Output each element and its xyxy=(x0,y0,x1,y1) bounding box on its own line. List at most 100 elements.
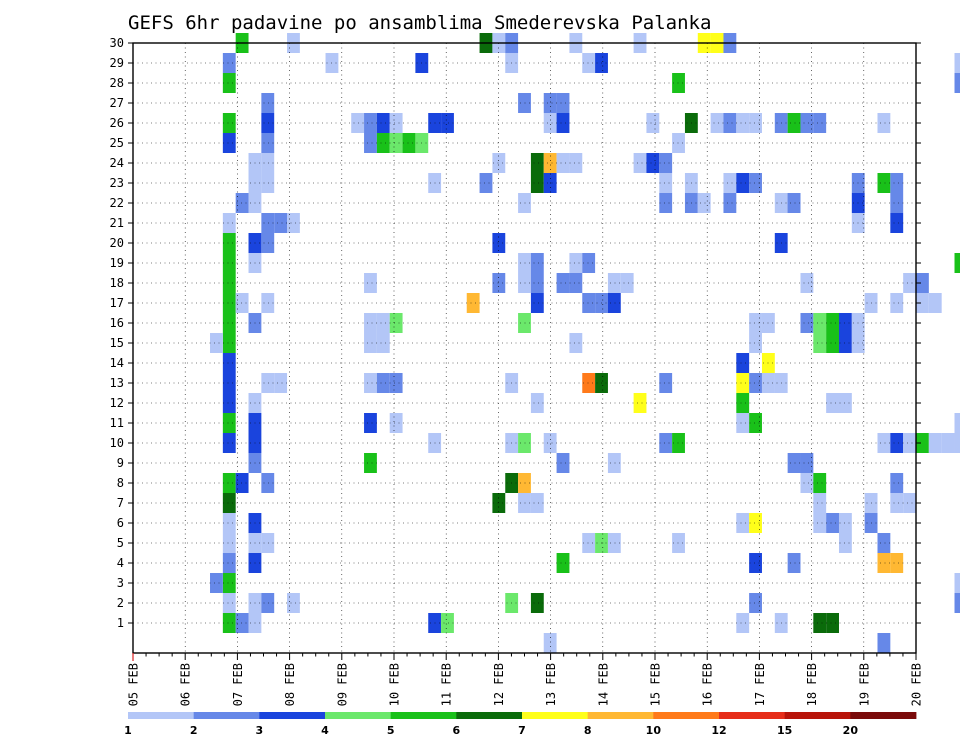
heatmap-cell xyxy=(826,333,839,353)
heatmap-cell xyxy=(222,133,236,153)
heatmap-cell xyxy=(222,293,236,313)
colorbar-swatch xyxy=(456,712,523,719)
colorbar-label: 15 xyxy=(777,724,792,737)
heatmap-cell xyxy=(607,453,621,473)
heatmap-cell xyxy=(826,613,839,633)
heatmap-cell xyxy=(364,333,377,353)
chart-title: GEFS 6hr padavine po ansamblima Smederev… xyxy=(128,12,711,34)
heatmap-cell xyxy=(287,593,300,613)
x-tick-label: 14 FEB xyxy=(596,663,610,706)
heatmap-cell xyxy=(749,593,762,613)
heatmap-cell xyxy=(877,113,891,133)
colorbar-swatch xyxy=(325,712,392,719)
heatmap-cell xyxy=(274,373,288,393)
heatmap-cell xyxy=(813,493,827,513)
heatmap-cell xyxy=(222,593,236,613)
colorbar-label: 12 xyxy=(711,724,726,737)
heatmap-cell xyxy=(364,133,377,153)
heatmap-cell xyxy=(556,453,570,473)
y-tick-label: 20 xyxy=(110,236,124,250)
heatmap-cell xyxy=(749,413,762,433)
heatmap-cell xyxy=(210,573,223,593)
heatmap-cell xyxy=(877,633,891,653)
heatmap-cell xyxy=(376,333,390,353)
heatmap-cell xyxy=(261,153,275,173)
colorbar-label: 20 xyxy=(843,724,859,737)
heatmap-cell xyxy=(222,73,236,93)
heatmap-cell xyxy=(222,493,236,513)
y-tick-label: 8 xyxy=(117,476,124,490)
heatmap-cell xyxy=(954,573,960,593)
y-tick-label: 27 xyxy=(110,96,124,110)
y-tick-label: 28 xyxy=(110,76,124,90)
colorbar-swatch xyxy=(522,712,589,719)
colorbar-swatch xyxy=(128,712,195,719)
heatmap-cell xyxy=(607,273,621,293)
heatmap-cell xyxy=(543,173,557,193)
y-tick-label: 23 xyxy=(110,176,124,190)
heatmap-cell xyxy=(659,193,673,213)
heatmap-cell xyxy=(838,513,852,533)
heatmap-cell xyxy=(877,553,891,573)
heatmap-cell xyxy=(222,533,236,553)
heatmap-cell xyxy=(697,193,711,213)
heatmap-cell xyxy=(530,173,544,193)
heatmap-cell xyxy=(376,113,390,133)
heatmap-cell xyxy=(877,533,891,553)
heatmap-cell xyxy=(402,133,416,153)
heatmap-cell xyxy=(222,113,236,133)
heatmap-cell xyxy=(222,393,236,413)
x-tick-label: 19 FEB xyxy=(857,663,871,706)
heatmap-cell xyxy=(530,593,544,613)
heatmap-cell xyxy=(838,533,852,553)
heatmap-cell xyxy=(222,213,236,233)
heatmap-cell xyxy=(492,233,506,253)
heatmap-cell xyxy=(736,353,750,373)
heatmap-cell xyxy=(723,193,737,213)
heatmap-cell xyxy=(261,133,275,153)
heatmap-cell xyxy=(364,413,377,433)
heatmap-cell xyxy=(530,253,544,273)
colorbar-label: 7 xyxy=(518,724,526,737)
heatmap-cell xyxy=(916,273,929,293)
heatmap-cell xyxy=(582,533,596,553)
y-tick-label: 18 xyxy=(110,276,124,290)
heatmap-cell xyxy=(813,113,827,133)
colorbar-swatch xyxy=(784,712,851,719)
heatmap-cell xyxy=(222,553,236,573)
heatmap-cell xyxy=(261,593,275,613)
heatmap-cell xyxy=(800,453,814,473)
heatmap-cell xyxy=(210,333,223,353)
heatmap-cell xyxy=(530,273,544,293)
x-tick-label: 17 FEB xyxy=(753,663,767,706)
heatmap-cells xyxy=(210,33,960,653)
heatmap-cell xyxy=(941,433,955,453)
y-tick-label: 7 xyxy=(117,496,124,510)
y-tick-label: 30 xyxy=(110,36,124,50)
heatmap-cell xyxy=(479,173,493,193)
heatmap-cell xyxy=(364,273,377,293)
x-tick-label: 12 FEB xyxy=(492,663,506,706)
colorbar-label: 3 xyxy=(256,724,264,737)
heatmap-cell xyxy=(376,313,390,333)
y-tick-label: 13 xyxy=(110,376,124,390)
y-tick-label: 6 xyxy=(117,516,124,530)
heatmap-cell xyxy=(389,113,403,133)
heatmap-cell xyxy=(530,493,544,513)
heatmap-cell xyxy=(389,313,403,333)
heatmap-cell xyxy=(659,173,673,193)
heatmap-cell xyxy=(710,113,724,133)
heatmap-cell xyxy=(787,453,801,473)
colorbar-swatch xyxy=(850,712,917,719)
heatmap-cell xyxy=(222,433,236,453)
heatmap-cell xyxy=(813,613,827,633)
heatmap-cell xyxy=(954,593,960,613)
heatmap-cell xyxy=(749,113,762,133)
heatmap-cell xyxy=(787,193,801,213)
heatmap-cell xyxy=(543,153,557,173)
y-tick-label: 22 xyxy=(110,196,124,210)
heatmap-cell xyxy=(364,453,377,473)
heatmap-cell xyxy=(222,273,236,293)
y-tick-label: 29 xyxy=(110,56,124,70)
heatmap-cell xyxy=(222,613,236,633)
